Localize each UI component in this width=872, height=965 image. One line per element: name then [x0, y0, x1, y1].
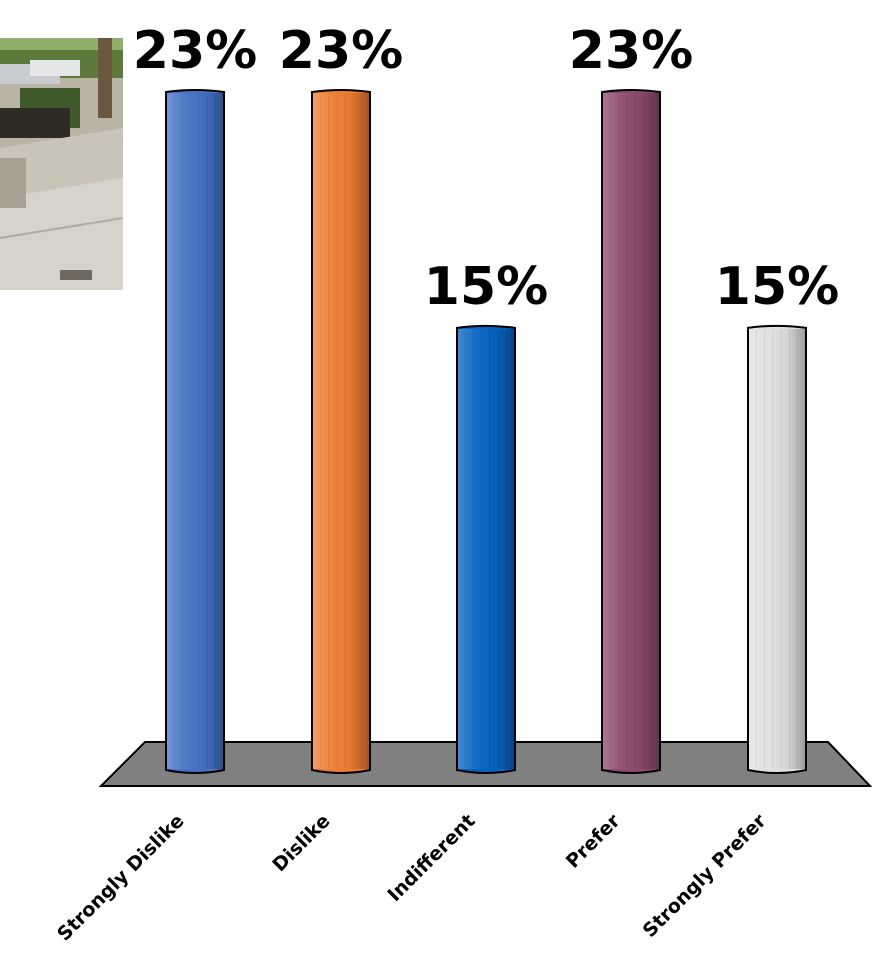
category-label-dislike: Dislike: [268, 810, 334, 876]
value-label-indifferent: 15%: [424, 257, 548, 317]
bar-indifferent: [456, 324, 516, 774]
category-label-strongly-dislike: Strongly Dislike: [53, 810, 188, 945]
category-label-prefer: Prefer: [562, 810, 625, 873]
bar-strongly-dislike: [165, 89, 225, 774]
value-label-strongly-prefer: 15%: [715, 257, 839, 317]
category-label-strongly-prefer: Strongly Prefer: [639, 810, 771, 942]
value-label-strongly-dislike: 23%: [133, 21, 257, 81]
category-label-indifferent: Indifferent: [383, 810, 479, 906]
value-label-dislike: 23%: [279, 21, 403, 81]
street-sidewalk-photo: [0, 38, 123, 290]
bar-dislike: [311, 89, 371, 774]
bar-strongly-prefer: [747, 324, 807, 774]
bar-prefer: [601, 89, 661, 774]
value-label-prefer: 23%: [569, 21, 693, 81]
